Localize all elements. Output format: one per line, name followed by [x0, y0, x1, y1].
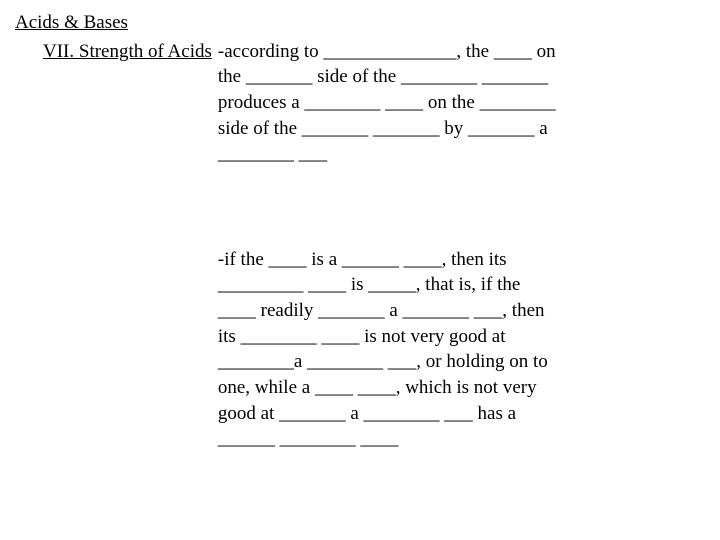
paragraph-1: -according to ______________, the ____ o… [218, 39, 705, 167]
para2-line8: ______ ________ ____ [218, 426, 705, 452]
para1-line3: produces a ________ ____ on the ________ [218, 90, 705, 116]
paragraph-2: -if the ____ is a ______ ____, then its … [218, 247, 705, 452]
para1-line1: -according to ______________, the ____ o… [218, 39, 705, 65]
para2-line4: its ________ ____ is not very good at [218, 324, 705, 350]
section-body: -according to ______________, the ____ o… [212, 39, 705, 454]
para2-line2: _________ ____ is _____, that is, if the [218, 272, 705, 298]
para2-line1: -if the ____ is a ______ ____, then its [218, 247, 705, 273]
section-container: VII. Strength of Acids -according to ___… [15, 39, 705, 454]
para1-line5: ________ ___ [218, 141, 705, 167]
page-title: Acids & Bases [15, 10, 705, 36]
para2-line7: good at _______ a ________ ___ has a [218, 401, 705, 427]
para1-line2: the _______ side of the ________ _______ [218, 64, 705, 90]
para2-line6: one, while a ____ ____, which is not ver… [218, 375, 705, 401]
para2-line5: ________a ________ ___, or holding on to [218, 349, 705, 375]
para1-line4: side of the _______ _______ by _______ a [218, 116, 705, 142]
para2-line3: ____ readily _______ a _______ ___, then [218, 298, 705, 324]
section-number: VII. Strength of Acids [15, 39, 212, 65]
